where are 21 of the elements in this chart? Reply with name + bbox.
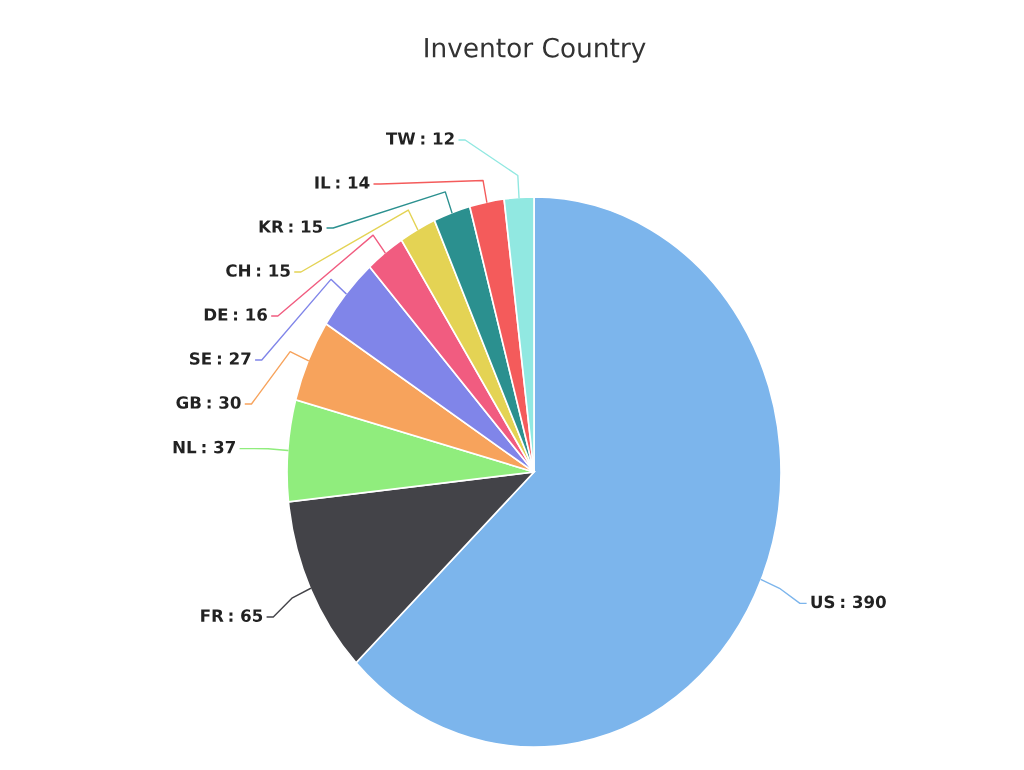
- data-label: : 15: [289, 220, 323, 233]
- data-label: : 27: [217, 352, 251, 365]
- data-label: : 16: [234, 308, 267, 321]
- data-label: : 14: [336, 176, 370, 189]
- data-label: : 30: [207, 396, 241, 409]
- slice-label: FR: [201, 609, 224, 622]
- data-label: : 390: [841, 595, 886, 609]
- slice-label: DE: [204, 308, 228, 321]
- data-label: : 37: [202, 440, 235, 454]
- slice-label: IL: [315, 176, 331, 189]
- slice-label: TW: [386, 132, 416, 145]
- slice-label: US: [811, 595, 835, 609]
- slice-label: KR: [259, 220, 284, 233]
- data-label: : 15: [257, 264, 290, 277]
- slice-label: GB: [176, 396, 201, 409]
- slice-label: NL: [173, 441, 197, 454]
- data-label: : 65: [229, 609, 263, 622]
- chart-title: Inventor Country: [425, 37, 646, 63]
- slice-label: SE: [189, 352, 211, 365]
- slice-label: CH: [226, 264, 251, 277]
- data-label: : 12: [421, 132, 454, 145]
